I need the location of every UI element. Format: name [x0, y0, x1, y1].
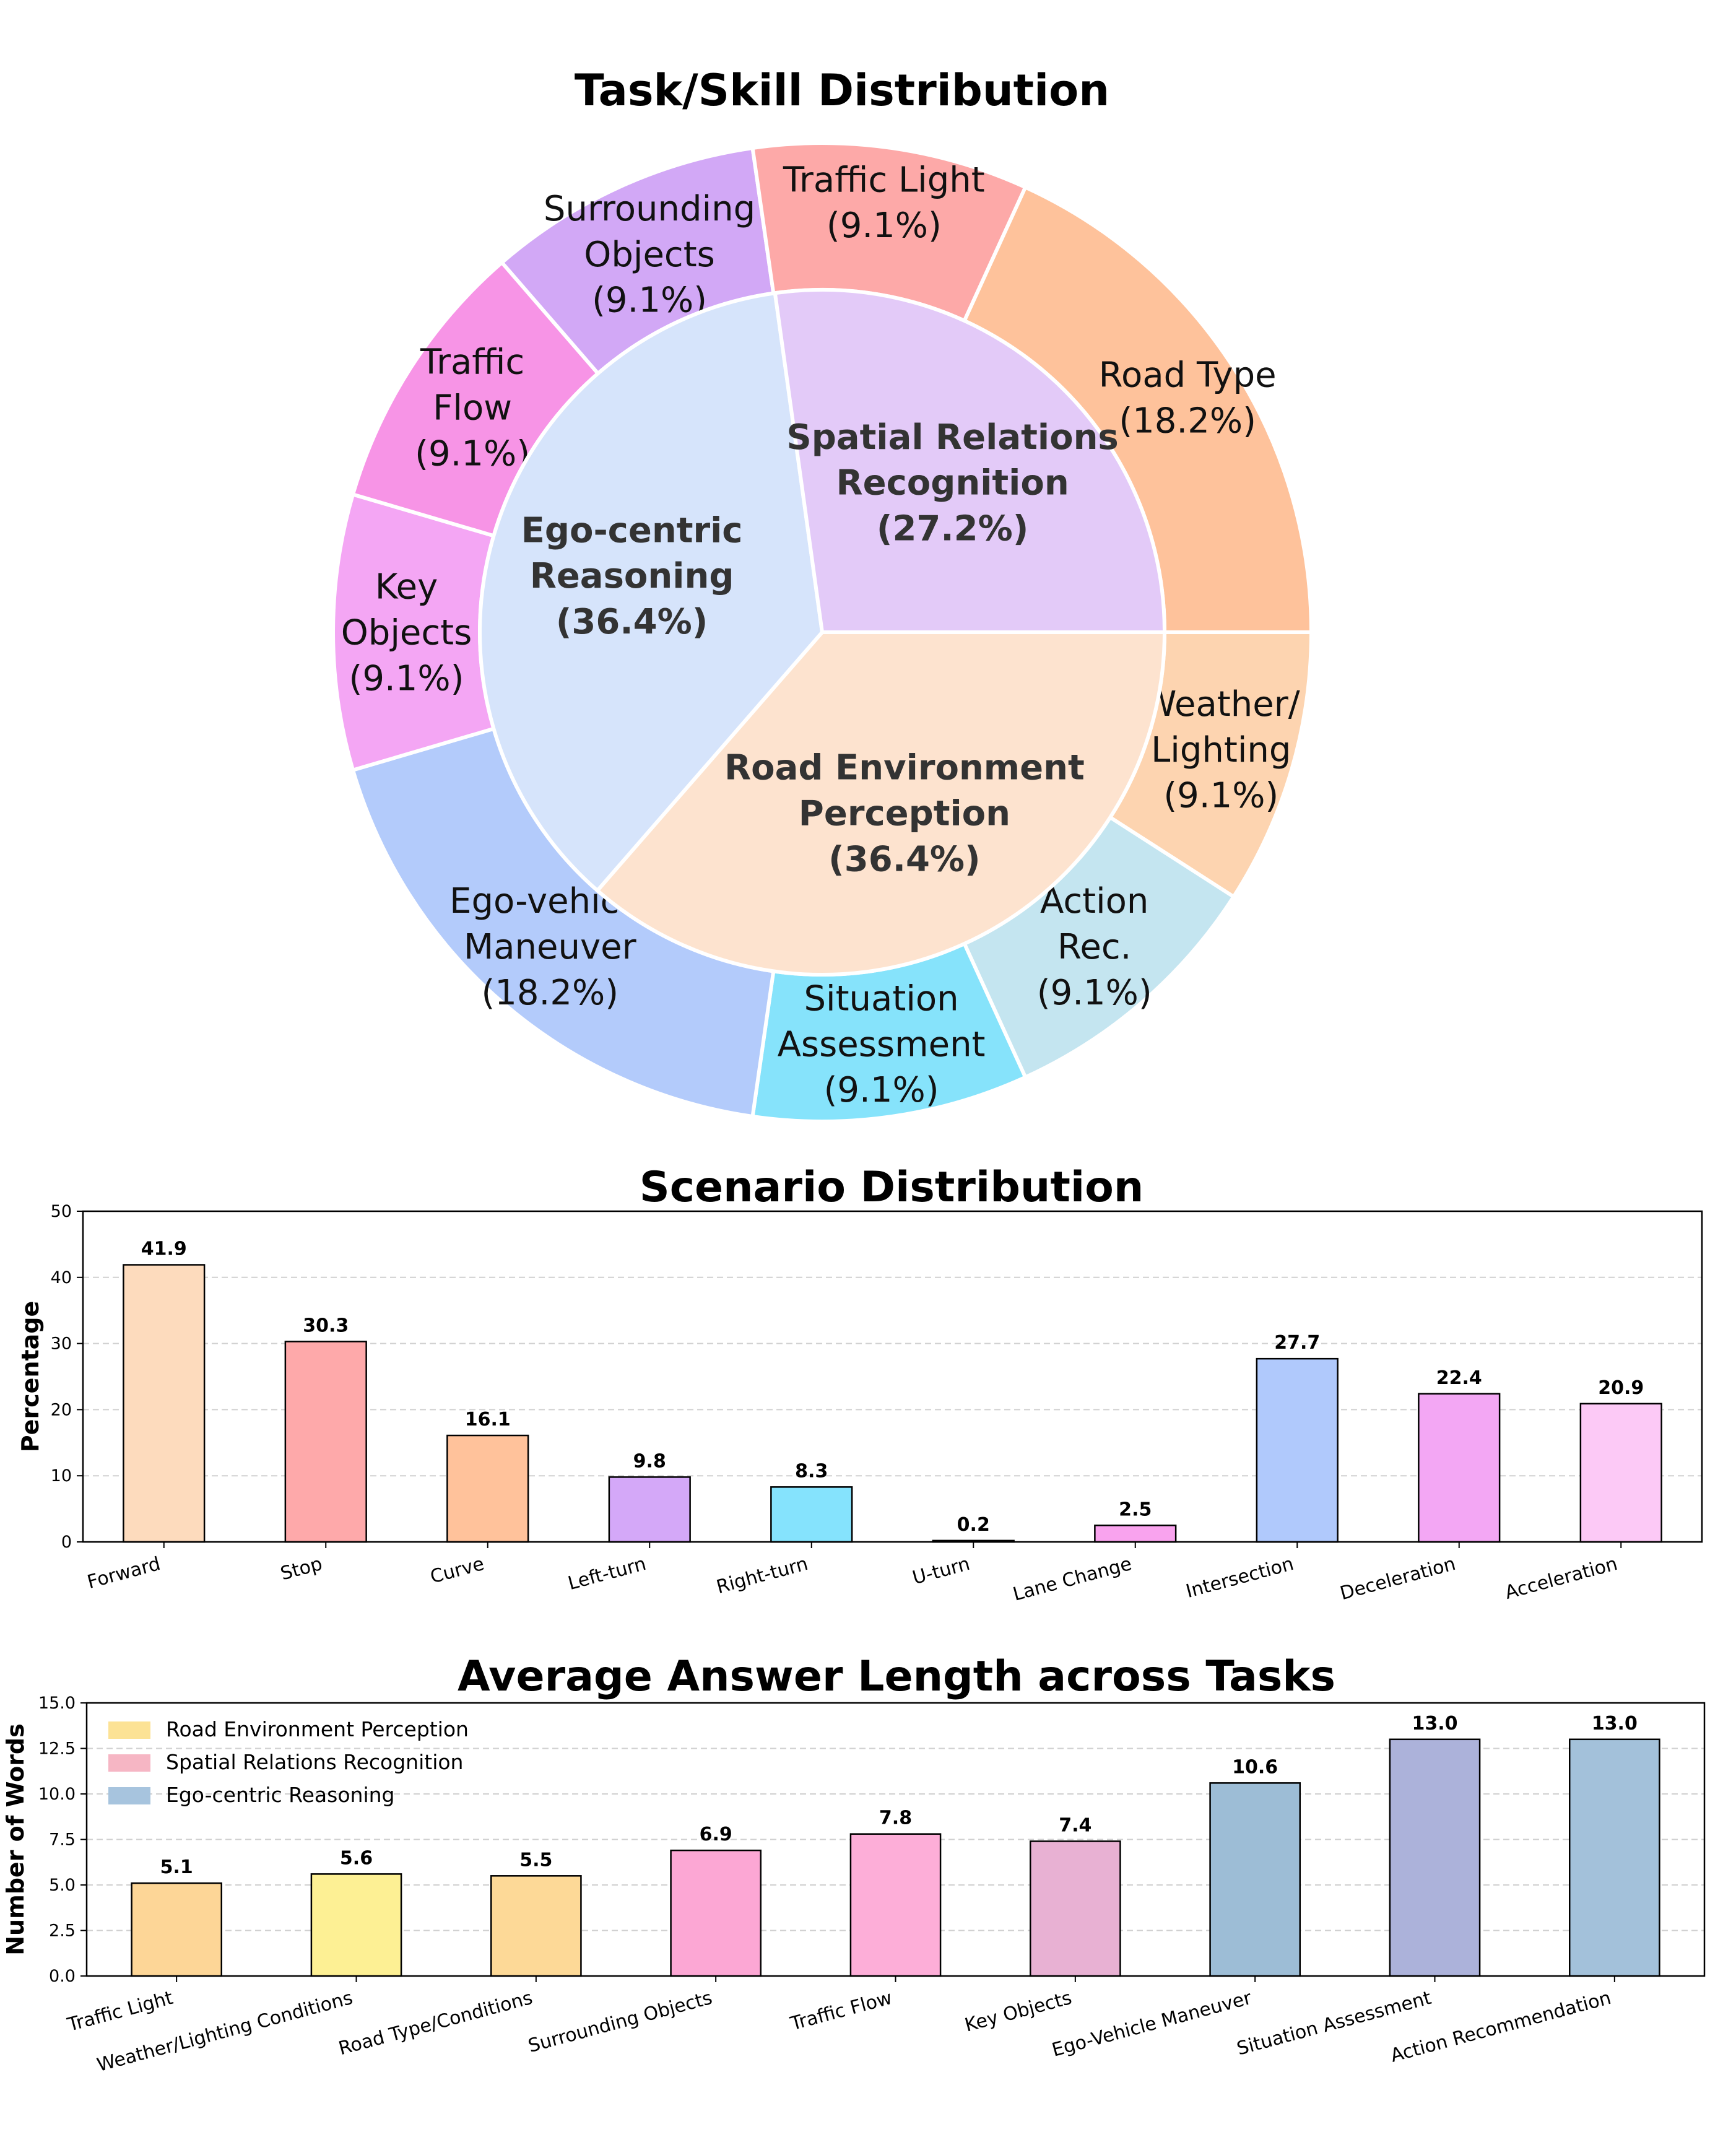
- x-tick-label: Forward: [85, 1553, 163, 1593]
- bar-value-label: 0.2: [957, 1514, 990, 1536]
- bar-value-label: 5.6: [340, 1847, 373, 1869]
- bar-value-label: 20.9: [1598, 1377, 1644, 1399]
- y-tick-label: 10.0: [38, 1785, 76, 1804]
- bar-key-objects: [1030, 1840, 1121, 1977]
- bar-deceleration: [1418, 1393, 1501, 1543]
- inner-slice-ego-centric: [478, 290, 825, 894]
- bar-road-type-conditions: [490, 1875, 582, 1977]
- y-tick-label: 15.0: [38, 1694, 76, 1713]
- donut-chart: Weather/Lighting (9.1%) Action Rec. (9.1%) Si…: [331, 141, 1314, 1124]
- outer-label-situation: Situation Assessment (9.1%): [778, 978, 986, 1110]
- y-tick-label: 2.5: [49, 1922, 76, 1941]
- scenario-bar-chart: 0 10 20 30 40 50 41.9 Forward 30.3 Stop 16.1 Curve 9…: [17, 1202, 1703, 1606]
- bar-value-label: 13.0: [1412, 1713, 1457, 1734]
- x-tick-label: Acceleration: [1503, 1553, 1620, 1604]
- bar-value-label: 27.7: [1274, 1332, 1320, 1354]
- x-tick-label: Deceleration: [1338, 1553, 1458, 1604]
- x-tick-label: U-turn: [910, 1553, 972, 1589]
- plot-frame: [85, 1702, 1706, 1977]
- bar-value-label: 5.1: [160, 1856, 193, 1878]
- bar-right-turn: [770, 1486, 853, 1543]
- bar-traffic-light: [131, 1882, 222, 1977]
- inner-label-road-environment: Road Environment Perception (36.4%): [724, 748, 1085, 880]
- x-tick-label: Surrounding Objects: [526, 1987, 714, 2057]
- inner-slice-road-environment: [594, 630, 1167, 977]
- x-tick-label: Lane Change: [1011, 1553, 1134, 1606]
- inner-label-spatial-relations: Spatial Relations Recognition (27.2%): [786, 417, 1118, 549]
- bar-traffic-flow: [849, 1833, 942, 1977]
- bar-value-label: 16.1: [465, 1409, 511, 1430]
- y-tick-label: 30: [51, 1334, 72, 1354]
- bar-lane-change: [1094, 1525, 1177, 1543]
- outer-label-action: Action Rec. (9.1%): [1037, 881, 1152, 1013]
- y-tick-label: 40: [51, 1268, 72, 1287]
- answer-length-bar-chart: 0.0 2.5 5.0 7.5 10.0 12.5 15.0 5.1 Traffic Light…: [2, 1694, 1706, 2076]
- bar-value-label: 41.9: [141, 1238, 187, 1260]
- bar-value-label: 7.4: [1059, 1814, 1092, 1836]
- outer-label-weather: Weather/Lighting (9.1%): [1142, 684, 1300, 816]
- bar-stop: [284, 1341, 367, 1543]
- bar-acceleration: [1579, 1403, 1662, 1543]
- x-tick-label: Traffic Light: [65, 1987, 176, 2036]
- scenario-chart-title: Scenario Distribution: [640, 1163, 1144, 1212]
- bar-situation-assessment: [1389, 1738, 1481, 1977]
- x-tick-label: Intersection: [1184, 1553, 1296, 1603]
- bar-action-recommendation: [1569, 1738, 1660, 1977]
- bar-left-turn: [608, 1476, 691, 1543]
- bar-value-label: 2.5: [1119, 1499, 1152, 1520]
- bar-curve: [446, 1434, 529, 1543]
- bar-intersection: [1256, 1357, 1339, 1543]
- legend-swatch: [108, 1787, 150, 1804]
- outer-label-key: Key Objects (9.1%): [341, 567, 472, 699]
- legend-label: Ego-centric Reasoning: [166, 1783, 394, 1807]
- bar-value-label: 6.9: [700, 1824, 732, 1845]
- x-tick-label: Traffic Flow: [788, 1987, 894, 2035]
- bar-forward: [123, 1264, 206, 1543]
- bar-value-label: 8.3: [795, 1460, 828, 1482]
- x-tick-label: Right-turn: [714, 1553, 810, 1598]
- y-tick-label: 10: [51, 1466, 72, 1486]
- y-tick-label: 5.0: [49, 1876, 76, 1895]
- plot-frame: [82, 1210, 1703, 1543]
- x-tick-label: Curve: [428, 1553, 487, 1588]
- legend-label: Road Environment Perception: [166, 1717, 469, 1741]
- x-tick-label: Stop: [278, 1553, 324, 1585]
- bar-value-label: 10.6: [1232, 1756, 1278, 1778]
- outer-label-traffic: Traffic Flow (9.1%): [415, 342, 530, 474]
- x-tick-label: Ego-Vehicle Maneuver: [1049, 1987, 1254, 2061]
- outer-label-road-type: Road Type (18.2%): [1099, 355, 1277, 441]
- x-tick-label: Road Type/Conditions: [336, 1987, 535, 2060]
- bar-value-label: 9.8: [633, 1450, 666, 1472]
- y-tick-label: 0.0: [49, 1967, 76, 1986]
- outer-label-traffic-light: Traffic Light (9.1%): [783, 160, 985, 246]
- bar-value-label: 13.0: [1592, 1713, 1638, 1734]
- y-axis-label: Number of Words: [2, 1723, 29, 1956]
- y-tick-label: 20: [51, 1400, 72, 1419]
- y-tick-label: 50: [51, 1202, 72, 1221]
- y-tick-label: 0: [61, 1533, 72, 1552]
- answer-length-chart-title: Average Answer Length across Tasks: [458, 1652, 1335, 1701]
- legend-label: Spatial Relations Recognition: [166, 1750, 463, 1774]
- bar-value-label: 22.4: [1436, 1367, 1482, 1389]
- inner-label-ego-centric: Ego-centric Reasoning (36.4%): [521, 510, 743, 642]
- y-tick-label: 12.5: [38, 1739, 76, 1759]
- bar-value-label: 5.5: [519, 1849, 552, 1871]
- outer-label-surrounding: Surrounding Objects (9.1%): [544, 189, 755, 321]
- bar-surrounding-objects: [670, 1849, 762, 1977]
- bar-value-label: 30.3: [303, 1315, 349, 1336]
- y-tick-label: 7.5: [49, 1830, 76, 1850]
- inner-slice-spatial-relations: [773, 288, 1167, 634]
- bar-weather-lighting-conditions: [310, 1873, 402, 1977]
- x-tick-label: Left-turn: [566, 1553, 649, 1595]
- y-axis-label: Percentage: [17, 1301, 44, 1453]
- legend-swatch: [108, 1721, 150, 1739]
- bar-value-label: 7.8: [879, 1808, 912, 1829]
- donut-chart-title: Task/Skill Distribution: [575, 65, 1109, 116]
- x-tick-label: Key Objects: [963, 1987, 1074, 2037]
- bar-ego-vehicle-maneuver: [1209, 1782, 1301, 1977]
- legend-swatch: [108, 1754, 150, 1772]
